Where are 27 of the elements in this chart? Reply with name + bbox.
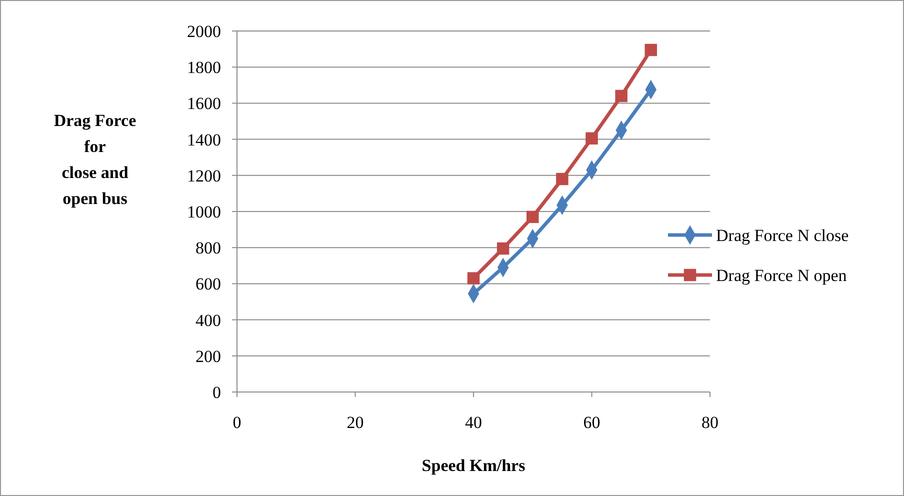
point xyxy=(644,44,657,56)
legend-label: Drag Force N close xyxy=(716,226,849,245)
x-tick-label: 80 xyxy=(702,413,718,432)
y-axis-title: Drag Force for close and open bus xyxy=(54,111,137,208)
point xyxy=(556,172,568,186)
y-tick-label: 400 xyxy=(196,310,221,330)
y-tick-label: 2000 xyxy=(187,22,221,41)
y-tick-label: 600 xyxy=(196,274,221,294)
y-tick-label: 200 xyxy=(196,346,221,366)
point xyxy=(526,210,539,224)
x-axis-title: Speed Km/hrs xyxy=(422,456,526,475)
y-tick-label: 1600 xyxy=(187,94,221,114)
point xyxy=(586,132,598,145)
x-tick-label: 0 xyxy=(232,413,242,432)
x-tick-label: 20 xyxy=(346,413,364,432)
y-tick-label: 0 xyxy=(212,382,221,402)
point xyxy=(467,272,480,284)
y-tick-label: 1800 xyxy=(187,58,221,78)
x-tick-label: 60 xyxy=(583,413,600,432)
point xyxy=(496,242,510,255)
y-tick-label: 800 xyxy=(196,238,221,258)
point xyxy=(615,90,628,102)
y-tick-label: 1200 xyxy=(187,166,221,186)
legend-label: Drag Force N open xyxy=(716,266,848,285)
y-tick-label: 1400 xyxy=(187,130,221,150)
y-tick-label: 1000 xyxy=(187,202,221,222)
x-tick-label: 40 xyxy=(465,413,482,432)
